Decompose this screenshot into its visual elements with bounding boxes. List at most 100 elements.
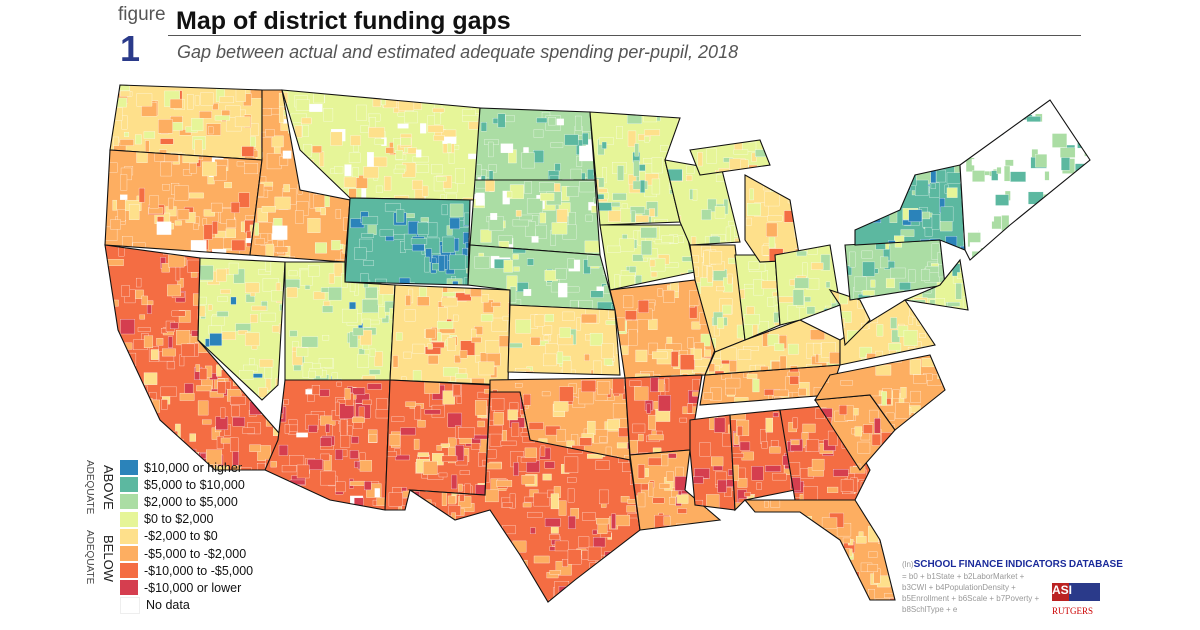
district (693, 348, 702, 360)
district (363, 166, 379, 179)
district (156, 221, 172, 235)
district (136, 385, 148, 398)
district (313, 291, 326, 300)
district (795, 185, 800, 190)
district (772, 472, 787, 481)
district (886, 519, 895, 532)
district (700, 333, 711, 347)
district (833, 584, 843, 592)
district (647, 318, 658, 330)
district (491, 398, 505, 411)
district (245, 332, 260, 346)
district (208, 126, 214, 135)
district (521, 152, 535, 169)
district (343, 217, 350, 231)
district (915, 179, 929, 196)
district (250, 136, 256, 147)
district (1026, 116, 1041, 122)
district (595, 460, 610, 470)
district (278, 444, 289, 456)
district (543, 353, 557, 367)
district (530, 527, 536, 535)
district (271, 290, 285, 302)
district (794, 277, 809, 289)
district (498, 335, 510, 347)
district (548, 117, 556, 126)
district (592, 529, 598, 535)
district (334, 166, 344, 174)
district (526, 198, 543, 214)
district (862, 290, 875, 296)
district (208, 325, 222, 335)
district (474, 256, 490, 269)
district (225, 228, 236, 239)
district (167, 336, 173, 348)
district (818, 587, 835, 594)
district (348, 152, 361, 163)
district (765, 547, 776, 553)
district (808, 318, 816, 323)
district (357, 353, 369, 368)
district (431, 521, 439, 527)
district (141, 295, 148, 306)
legend-item: -$10,000 or lower (120, 579, 253, 596)
district (957, 272, 968, 279)
district (1045, 218, 1059, 232)
district (417, 296, 430, 306)
district (440, 194, 446, 200)
district (866, 306, 870, 315)
district (437, 587, 447, 601)
district (400, 427, 416, 436)
district (320, 188, 327, 194)
district (365, 286, 378, 299)
district (431, 341, 445, 348)
state-border (743, 499, 896, 601)
district (271, 135, 284, 148)
district (129, 352, 137, 367)
district (640, 483, 649, 491)
district (283, 184, 290, 193)
district (119, 139, 134, 146)
district (261, 205, 276, 213)
district (226, 219, 237, 228)
district (564, 134, 579, 146)
district (679, 417, 688, 423)
legend-swatch (120, 563, 138, 579)
legend-swatch (120, 494, 138, 510)
district (411, 502, 427, 518)
district (162, 184, 170, 191)
district (562, 311, 575, 321)
district (749, 188, 754, 201)
district (567, 477, 577, 483)
district (699, 442, 711, 457)
district (443, 542, 456, 558)
district (542, 325, 553, 335)
legend-item: $0 to $2,000 (120, 511, 253, 528)
district (513, 462, 519, 476)
district (1050, 203, 1057, 211)
district (319, 151, 325, 167)
district (630, 206, 645, 214)
district (320, 470, 336, 486)
district (922, 211, 931, 220)
district (437, 574, 454, 581)
district (931, 243, 940, 260)
district (278, 106, 284, 123)
district (770, 440, 779, 447)
district (374, 138, 385, 145)
district (587, 420, 596, 435)
district (601, 343, 614, 359)
district (405, 401, 417, 407)
state-new-england (959, 99, 1091, 261)
district (707, 198, 717, 212)
district (892, 550, 895, 555)
district (438, 307, 448, 322)
district (568, 591, 581, 602)
district (448, 446, 456, 464)
district (584, 240, 600, 253)
district (393, 107, 400, 113)
district (189, 433, 196, 442)
state-la (629, 449, 722, 531)
district (163, 430, 178, 440)
district (112, 433, 127, 444)
